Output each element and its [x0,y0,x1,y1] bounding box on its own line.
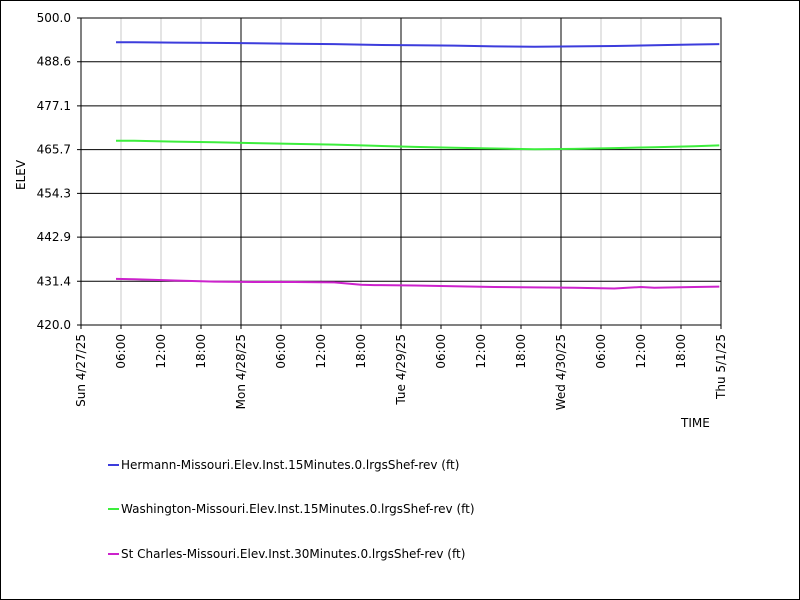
x-major-tick-label-2: Tue 4/29/25 [394,334,408,406]
x-minor-tick-label-2: 18:00 [194,334,208,369]
legend-item-st-charles: St Charles-Missouri.Elev.Inst.30Minutes.… [108,547,465,561]
x-major-tick-label-4: Thu 5/1/25 [714,334,728,400]
x-minor-tick-label-11: 18:00 [674,334,688,369]
x-minor-tick-label-10: 12:00 [634,334,648,369]
y-tick-label-2: 477.1 [37,99,71,113]
x-major-tick-label-3: Wed 4/30/25 [554,334,568,410]
legend-item-washington: Washington-Missouri.Elev.Inst.15Minutes.… [108,502,475,516]
series-line-1 [116,139,720,151]
y-axis-label: ELEV [14,159,28,190]
x-minor-tick-label-0: 06:00 [114,334,128,369]
legend-label-st-charles: St Charles-Missouri.Elev.Inst.30Minutes.… [121,547,466,561]
y-tick-label-5: 442.9 [37,230,71,244]
x-minor-tick-label-4: 12:00 [314,334,328,369]
legend-item-hermann: Hermann-Missouri.Elev.Inst.15Minutes.0.l… [108,458,459,472]
y-tick-label-6: 431.4 [37,274,71,288]
x-major-tick-label-1: Mon 4/28/25 [234,334,248,409]
x-major-tick-label-0: Sun 4/27/25 [74,334,88,407]
x-minor-tick-label-6: 06:00 [434,334,448,369]
legend-label-washington: Washington-Missouri.Elev.Inst.15Minutes.… [121,502,475,516]
legend-swatch-washington [108,508,119,510]
legend-swatch-hermann [108,464,119,466]
series-line-0 [116,41,720,48]
x-minor-tick-label-3: 06:00 [274,334,288,369]
y-tick-label-1: 488.6 [37,55,71,69]
series-line-2 [115,277,720,290]
legend-label-hermann: Hermann-Missouri.Elev.Inst.15Minutes.0.l… [121,458,460,472]
x-minor-tick-label-1: 12:00 [154,334,168,369]
y-tick-label-4: 454.3 [37,186,71,200]
y-tick-label-0: 500.0 [37,11,71,25]
x-minor-tick-label-8: 18:00 [514,334,528,369]
legend-swatch-st-charles [108,553,119,555]
x-minor-tick-label-7: 12:00 [474,334,488,369]
x-minor-tick-label-5: 18:00 [354,334,368,369]
x-axis-label: TIME [681,416,710,430]
y-tick-label-3: 465.7 [37,143,71,157]
y-tick-label-7: 420.0 [37,318,71,332]
x-minor-tick-label-9: 06:00 [594,334,608,369]
